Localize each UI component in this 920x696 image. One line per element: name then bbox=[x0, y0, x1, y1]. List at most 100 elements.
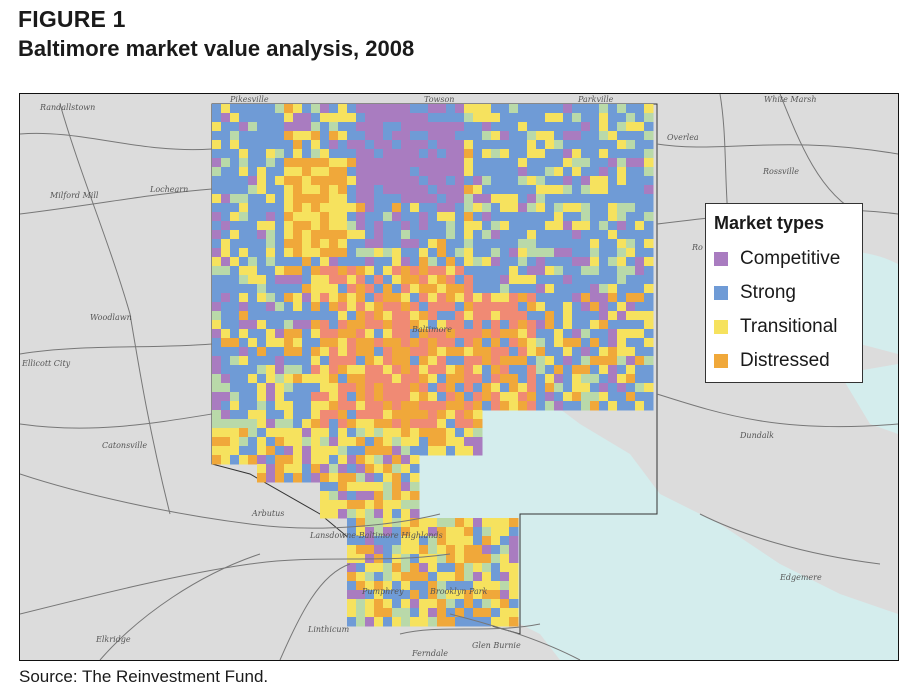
market-tile bbox=[356, 221, 366, 231]
map[interactable]: Randallstown Pikesville Towson Parkville Whi… bbox=[19, 93, 899, 661]
market-tile bbox=[464, 356, 474, 366]
market-tile bbox=[401, 176, 411, 186]
market-tile bbox=[266, 320, 276, 330]
market-tile bbox=[500, 320, 510, 330]
market-tile bbox=[320, 311, 330, 321]
market-tile bbox=[311, 104, 321, 114]
market-tile bbox=[509, 338, 519, 348]
market-tile bbox=[338, 437, 348, 447]
market-tile bbox=[473, 536, 483, 546]
market-tile bbox=[275, 374, 285, 384]
market-tile bbox=[428, 149, 438, 159]
market-tile bbox=[419, 293, 429, 303]
place-label: Dundalk bbox=[739, 431, 774, 440]
market-tile bbox=[239, 410, 249, 420]
market-tile bbox=[491, 131, 501, 141]
market-tile bbox=[527, 338, 537, 348]
market-tile bbox=[221, 221, 231, 231]
market-tile bbox=[275, 356, 285, 366]
market-tile bbox=[356, 599, 366, 609]
market-tile bbox=[248, 230, 258, 240]
market-tile bbox=[347, 131, 357, 141]
market-tile bbox=[257, 428, 267, 438]
market-tile bbox=[239, 356, 249, 366]
market-tile bbox=[302, 446, 312, 456]
market-tile bbox=[419, 572, 429, 582]
market-tile bbox=[617, 104, 627, 114]
market-tile bbox=[464, 239, 474, 249]
market-tile bbox=[509, 122, 519, 132]
market-tile bbox=[392, 131, 402, 141]
market-tile bbox=[212, 230, 222, 240]
market-tile bbox=[374, 473, 384, 483]
market-tile bbox=[482, 356, 492, 366]
market-tile bbox=[347, 500, 357, 510]
market-tile bbox=[446, 122, 456, 132]
market-tile bbox=[212, 275, 222, 285]
market-tile bbox=[239, 455, 249, 465]
market-tile bbox=[392, 536, 402, 546]
market-tile bbox=[410, 284, 420, 294]
market-tile bbox=[635, 194, 645, 204]
market-tile bbox=[491, 365, 501, 375]
market-tile bbox=[500, 122, 510, 132]
market-tile bbox=[275, 329, 285, 339]
market-tile bbox=[320, 392, 330, 402]
market-tile bbox=[320, 194, 330, 204]
market-tile bbox=[383, 257, 393, 267]
market-tile bbox=[293, 266, 303, 276]
market-tile bbox=[356, 455, 366, 465]
market-tile bbox=[572, 257, 582, 267]
legend-title: Market types bbox=[714, 213, 825, 233]
market-tile bbox=[500, 266, 510, 276]
market-tile bbox=[554, 266, 564, 276]
market-tile bbox=[590, 401, 600, 411]
market-tile bbox=[248, 347, 258, 357]
market-tile bbox=[347, 248, 357, 258]
market-tile bbox=[275, 401, 285, 411]
market-tile bbox=[347, 545, 357, 555]
market-tile bbox=[392, 455, 402, 465]
market-tile bbox=[338, 293, 348, 303]
market-tile bbox=[320, 455, 330, 465]
market-tile bbox=[563, 347, 573, 357]
market-tile bbox=[284, 284, 294, 294]
market-tile bbox=[509, 374, 519, 384]
market-tile bbox=[455, 608, 465, 618]
place-label: Ro bbox=[691, 243, 703, 252]
market-tile bbox=[590, 365, 600, 375]
market-tile bbox=[428, 293, 438, 303]
market-tile bbox=[437, 401, 447, 411]
market-tile bbox=[509, 194, 519, 204]
market-tile bbox=[293, 374, 303, 384]
market-tile bbox=[383, 581, 393, 591]
market-tile bbox=[293, 149, 303, 159]
market-tile bbox=[617, 311, 627, 321]
market-tile bbox=[212, 302, 222, 312]
market-tile bbox=[410, 203, 420, 213]
market-tile bbox=[482, 518, 492, 528]
market-tile bbox=[509, 329, 519, 339]
market-tile bbox=[428, 266, 438, 276]
market-tile bbox=[536, 338, 546, 348]
market-tile bbox=[581, 185, 591, 195]
market-tile bbox=[563, 401, 573, 411]
market-tile bbox=[302, 374, 312, 384]
market-tile bbox=[446, 320, 456, 330]
market-tile bbox=[464, 122, 474, 132]
market-tile bbox=[275, 365, 285, 375]
market-tile bbox=[599, 194, 609, 204]
market-tile bbox=[554, 365, 564, 375]
market-tile bbox=[509, 293, 519, 303]
market-tile bbox=[284, 383, 294, 393]
market-tile bbox=[338, 482, 348, 492]
market-tile bbox=[482, 275, 492, 285]
market-tile bbox=[329, 482, 339, 492]
market-tile bbox=[599, 239, 609, 249]
market-tile bbox=[257, 248, 267, 258]
market-tile bbox=[392, 392, 402, 402]
market-tile bbox=[491, 230, 501, 240]
market-tile bbox=[410, 239, 420, 249]
market-tile bbox=[356, 185, 366, 195]
market-tile bbox=[536, 365, 546, 375]
